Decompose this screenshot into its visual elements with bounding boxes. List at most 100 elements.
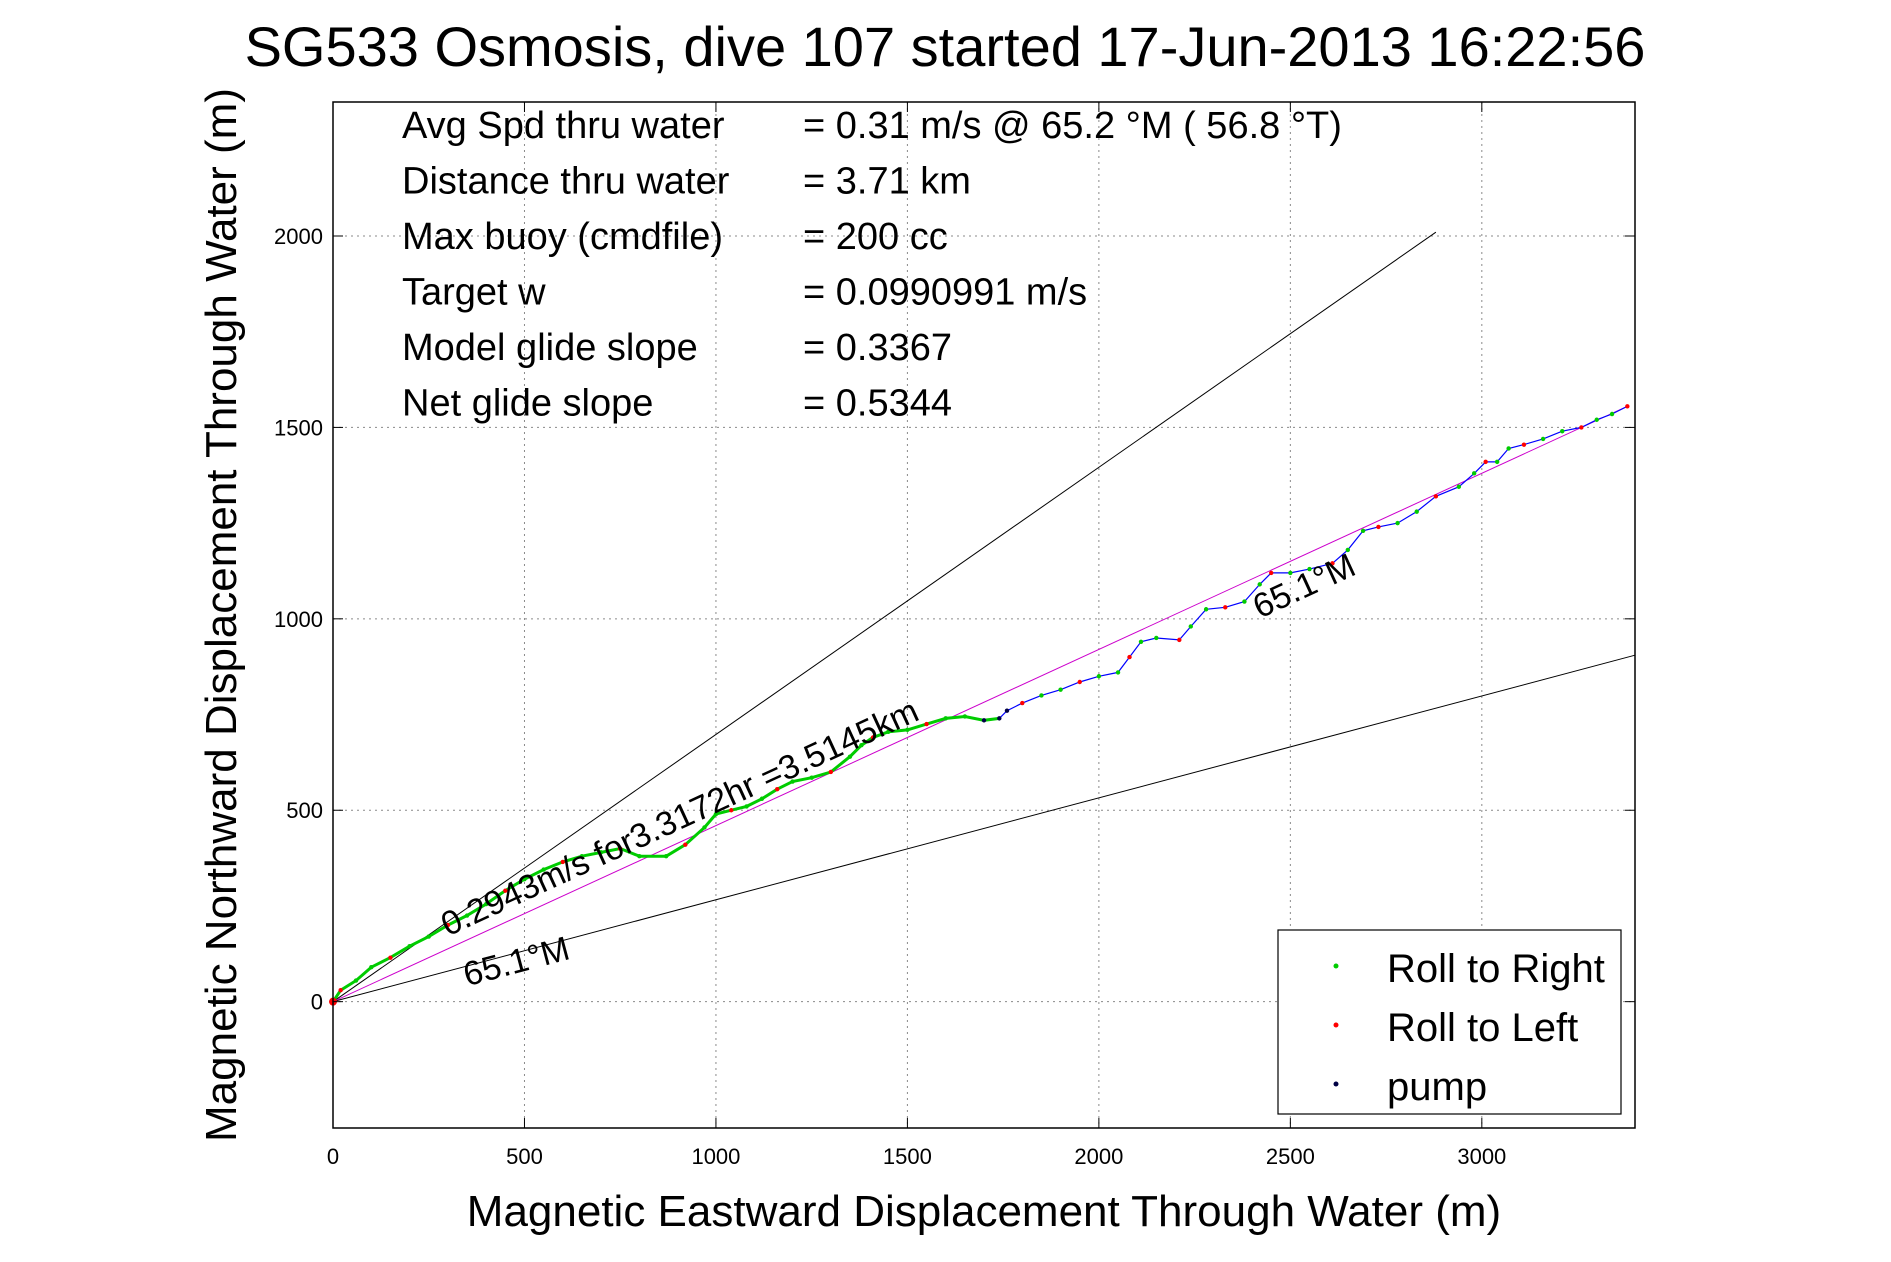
- track-point: [407, 943, 412, 949]
- stat-label: Avg Spd thru water: [402, 105, 725, 147]
- stat-label: Distance thru water: [402, 161, 730, 203]
- legend-marker: [1333, 1022, 1339, 1028]
- track-point: [759, 796, 765, 801]
- track-point: [1360, 528, 1366, 533]
- stat-value: = 3.71 km: [803, 161, 971, 203]
- track-point: [353, 978, 359, 983]
- track-point: [1471, 471, 1477, 476]
- track-point: [1521, 442, 1527, 447]
- stat-value: = 0.3367: [803, 327, 952, 369]
- track-point: [1540, 436, 1546, 442]
- track-point: [997, 716, 1002, 721]
- track-point: [1077, 679, 1082, 685]
- track-point: [560, 859, 565, 865]
- track-point: [1483, 459, 1488, 465]
- track-point: [1433, 494, 1439, 499]
- x-tick-label: 1000: [691, 1144, 740, 1169]
- track-point: [1138, 639, 1144, 644]
- reference-line: [332, 231, 1437, 1003]
- track-point: [744, 804, 749, 809]
- track-point: [1506, 446, 1511, 451]
- track-point: [702, 825, 707, 830]
- track-point: [369, 965, 374, 970]
- track-point: [1288, 570, 1293, 576]
- track-point: [618, 846, 623, 851]
- y-axis-label: Magnetic Northward Displacement Through …: [197, 88, 246, 1142]
- track-point: [663, 853, 669, 859]
- stat-value: = 200 cc: [803, 216, 948, 258]
- track-point: [847, 754, 853, 759]
- y-tick-label: 500: [286, 798, 323, 823]
- track-point: [790, 779, 795, 784]
- track-point: [1127, 654, 1132, 660]
- track-point: [809, 775, 814, 780]
- track-point: [1307, 566, 1312, 572]
- reference-lines: [332, 231, 1636, 1003]
- stat-label: Max buoy (cmdfile): [402, 216, 723, 258]
- track-point: [1414, 509, 1419, 514]
- track-point: [713, 811, 719, 817]
- track-point: [1257, 582, 1262, 587]
- y-tick-label: 0: [311, 990, 323, 1015]
- track-point: [924, 721, 929, 727]
- track-point: [1625, 404, 1630, 409]
- series-markers: [329, 404, 1630, 1006]
- x-axis-label: Magnetic Eastward Displacement Through W…: [467, 1187, 1501, 1236]
- track-point: [1330, 561, 1335, 566]
- y-tick-label: 2000: [274, 224, 323, 249]
- y-tick-labels: 0 500 1000 1500 2000: [274, 224, 323, 1015]
- track-point: [483, 901, 489, 907]
- track-point: [775, 786, 780, 792]
- y-tick-label: 1500: [274, 415, 323, 440]
- track-point: [464, 913, 470, 918]
- track-point: [962, 714, 968, 719]
- x-tick-label: 2500: [1266, 1144, 1315, 1169]
- track-point: [1269, 570, 1274, 576]
- legend-marker: [1333, 1081, 1339, 1087]
- track-point: [859, 742, 864, 748]
- track-point: [1188, 624, 1193, 629]
- track-point: [388, 955, 393, 960]
- x-tick-label: 2000: [1074, 1144, 1123, 1169]
- track-point: [1177, 637, 1182, 643]
- grid-lines: [333, 102, 1635, 1128]
- x-tick-label: 1500: [883, 1144, 932, 1169]
- x-tick-labels: 0 500 1000 1500 2000 2500 3000: [327, 1144, 1506, 1169]
- x-tick-label: 500: [506, 1144, 543, 1169]
- track-point: [1242, 599, 1247, 604]
- legend-label: pump: [1387, 1065, 1487, 1109]
- track-point: [445, 922, 451, 928]
- track-point: [1039, 693, 1044, 698]
- plot-frame: [332, 101, 1636, 1129]
- legend-marker: [1333, 963, 1339, 969]
- track-point: [1203, 607, 1209, 612]
- reference-line: [332, 405, 1628, 1003]
- track-point: [522, 876, 527, 882]
- chart-title: SG533 Osmosis, dive 107 started 17-Jun-2…: [245, 15, 1646, 78]
- track-point: [1345, 547, 1350, 553]
- track-point: [943, 716, 948, 721]
- track-point: [905, 727, 910, 733]
- stat-label: Target w: [402, 272, 546, 314]
- track-point: [503, 888, 508, 893]
- track-point: [338, 987, 343, 993]
- track-point: [1004, 708, 1010, 713]
- legend-items: Roll to Right Roll to Left pump: [1333, 947, 1605, 1109]
- track-point: [886, 729, 891, 734]
- track-point: [1456, 484, 1462, 489]
- track-point: [870, 735, 876, 740]
- stat-value: = 0.0990991 m/s: [803, 272, 1087, 314]
- stat-value: = 0.5344: [803, 383, 952, 425]
- track-point: [981, 718, 987, 723]
- stat-value: = 0.31 m/s @ 65.2 °M ( 56.8 °T): [803, 105, 1342, 147]
- track-point: [1154, 635, 1159, 641]
- track-point: [1395, 520, 1400, 526]
- tick-marks: [332, 102, 1635, 1128]
- legend-label: Roll to Left: [1387, 1006, 1578, 1050]
- track-point: [637, 853, 642, 859]
- track-point: [1594, 417, 1599, 422]
- track-point: [828, 769, 834, 775]
- y-tick-label: 1000: [274, 607, 323, 632]
- reference-line: [332, 654, 1636, 1003]
